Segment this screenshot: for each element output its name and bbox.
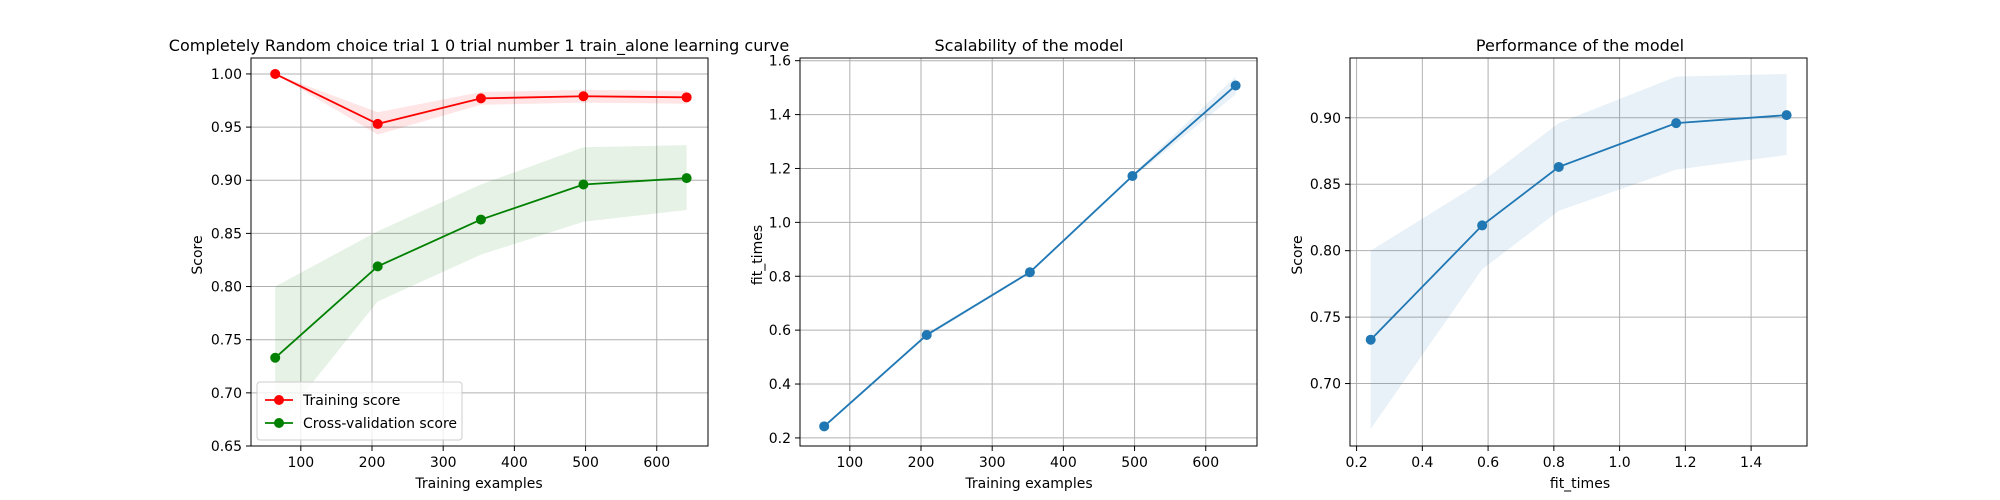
x-tick-label: 300	[430, 455, 457, 471]
y-tick-label: 0.95	[211, 120, 242, 136]
data-point	[475, 93, 486, 104]
x-tick-label: 600	[643, 455, 670, 471]
data-point	[372, 118, 383, 129]
confidence-band	[824, 76, 1236, 428]
data-point	[372, 261, 383, 272]
data-point	[578, 179, 589, 190]
y-tick-label: 0.85	[1310, 177, 1341, 193]
data-point	[1553, 161, 1564, 172]
data-point	[681, 92, 692, 103]
y-tick-label: 0.90	[1310, 111, 1341, 127]
chart-title: Completely Random choice trial 1 0 trial…	[169, 36, 789, 56]
y-tick-label: 1.4	[769, 108, 791, 124]
x-tick-label: 400	[1050, 455, 1077, 471]
confidence-band	[275, 145, 687, 429]
y-tick-label: 1.2	[769, 161, 791, 177]
legend-swatch-marker	[274, 418, 284, 428]
x-tick-label: 1.4	[1740, 455, 1762, 471]
x-tick-label: 200	[908, 455, 935, 471]
y-tick-label: 0.4	[769, 377, 791, 393]
plot-frame	[1349, 57, 1808, 447]
x-tick-label: 0.6	[1477, 455, 1499, 471]
data-point	[921, 329, 932, 340]
data-point	[681, 173, 692, 184]
y-tick-label: 0.6	[769, 323, 791, 339]
legend-label: Training score	[302, 393, 400, 409]
chart-scalability: Scalability of the model Training exampl…	[750, 36, 1258, 492]
y-tick-label: 0.80	[211, 280, 242, 296]
legend-box	[256, 381, 463, 441]
y-tick-label: 0.90	[211, 173, 242, 189]
y-axis-label: fit_times	[750, 225, 766, 285]
chart-title: Performance of the model	[1476, 36, 1684, 55]
x-tick-label: 100	[836, 455, 863, 471]
y-tick-label: 1.6	[769, 54, 791, 70]
y-tick-label: 0.80	[1310, 244, 1341, 260]
data-point	[270, 352, 281, 363]
x-tick-label: 100	[287, 455, 314, 471]
legend-swatch-marker	[274, 395, 284, 405]
data-point	[1781, 110, 1792, 121]
data-point	[819, 421, 830, 432]
data-point	[1230, 80, 1241, 91]
y-tick-label: 0.75	[1310, 310, 1341, 326]
chart-learning-curve: Completely Random choice trial 1 0 trial…	[169, 36, 789, 492]
y-tick-label: 0.70	[1310, 377, 1341, 393]
legend: Training score Cross-validation score	[256, 381, 463, 441]
y-tick-label: 0.75	[211, 333, 242, 349]
chart-performance: Performance of the model fit_times Score…	[1290, 36, 1808, 492]
y-tick-label: 1.00	[211, 67, 242, 83]
chart-title: Scalability of the model	[935, 36, 1124, 55]
y-tick-label: 0.85	[211, 226, 242, 242]
y-tick-label: 1.0	[769, 215, 791, 231]
y-axis-label: Score	[190, 235, 206, 274]
data-point	[1365, 334, 1376, 345]
y-tick-label: 0.8	[769, 269, 791, 285]
x-tick-label: 200	[359, 455, 386, 471]
data-point	[475, 214, 486, 225]
x-tick-label: 300	[979, 455, 1006, 471]
x-tick-label: 0.8	[1543, 455, 1565, 471]
y-tick-label: 0.2	[769, 431, 791, 447]
confidence-band	[1370, 73, 1787, 429]
y-tick-label: 0.70	[211, 386, 242, 402]
x-tick-label: 0.2	[1345, 455, 1367, 471]
legend-label: Cross-validation score	[303, 416, 457, 432]
plot-frame	[250, 57, 709, 447]
data-point	[1024, 267, 1035, 278]
x-tick-label: 1.2	[1674, 455, 1696, 471]
data-point	[1671, 118, 1682, 129]
x-tick-label: 400	[501, 455, 528, 471]
x-tick-label: 0.4	[1411, 455, 1433, 471]
x-axis-label: fit_times	[1550, 476, 1610, 492]
x-tick-label: 500	[1121, 455, 1148, 471]
x-tick-label: 1.0	[1608, 455, 1630, 471]
plot-frame	[799, 57, 1258, 447]
x-axis-label: Training examples	[414, 476, 542, 492]
y-tick-label: 0.65	[211, 439, 242, 455]
data-point	[578, 91, 589, 102]
data-point	[270, 68, 281, 79]
x-tick-label: 600	[1192, 455, 1219, 471]
data-point	[1127, 171, 1138, 182]
x-axis-label: Training examples	[964, 476, 1092, 492]
y-axis-label: Score	[1290, 235, 1306, 274]
x-tick-label: 500	[572, 455, 599, 471]
data-point	[1477, 220, 1488, 231]
